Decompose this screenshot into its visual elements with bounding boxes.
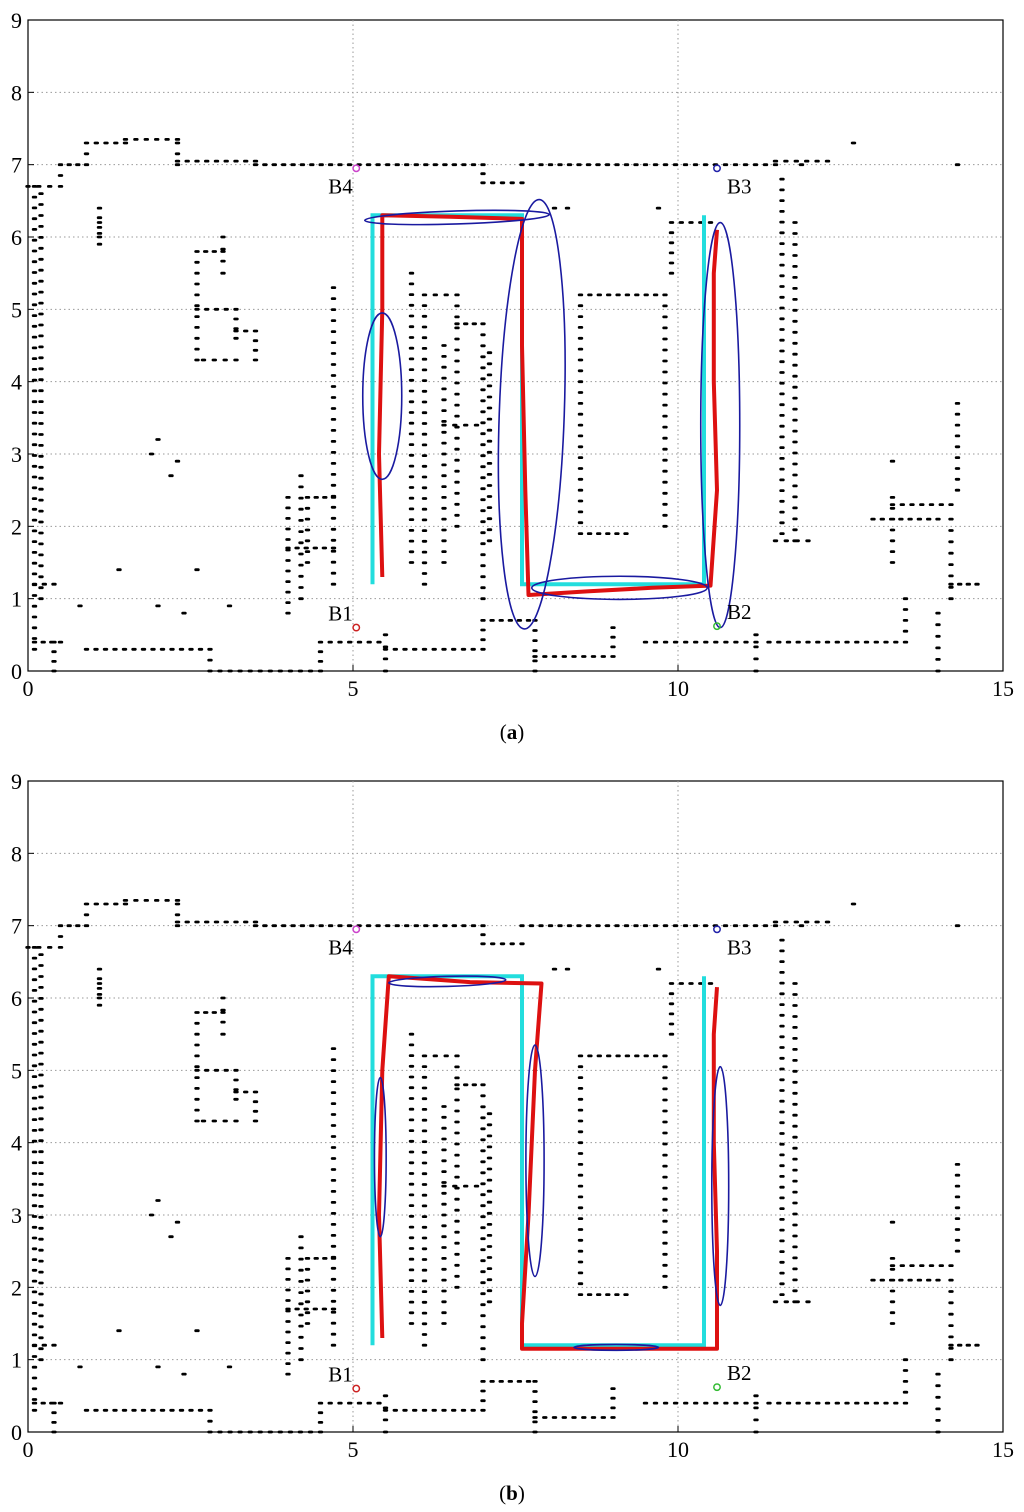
plot-area bbox=[27, 19, 1004, 672]
y-tick-label: 5 bbox=[11, 297, 22, 322]
panel-b-chart: 0 5 10 15 0 1 2 3 4 5 6 7 8 9 B1 B2 B3 B4 bbox=[11, 769, 1014, 1462]
obstacle-map-points bbox=[25, 138, 980, 673]
y-tick-label: 7 bbox=[11, 914, 22, 939]
beacon-b4-label: B4 bbox=[328, 935, 353, 959]
reference-path bbox=[370, 974, 706, 1348]
panel-a-chart: 0 5 10 15 0 1 2 3 4 5 6 7 8 9 B1 B2 B3 B4 bbox=[11, 8, 1014, 701]
x-tick-label: 5 bbox=[348, 676, 359, 701]
estimated-path bbox=[377, 213, 719, 597]
caption-a-letter: a bbox=[507, 720, 518, 744]
y-tick-label: 2 bbox=[11, 514, 22, 539]
uncertainty-ellipse bbox=[530, 575, 709, 601]
x-tick-label: 10 bbox=[667, 1437, 689, 1462]
y-tick-label: 6 bbox=[11, 225, 22, 250]
beacon-b1-marker bbox=[352, 623, 361, 632]
beacon-b4-marker bbox=[352, 164, 361, 173]
y-tick-label: 9 bbox=[11, 769, 22, 794]
uncertainty-ellipse bbox=[710, 1065, 730, 1307]
beacon-b1-label: B1 bbox=[328, 1363, 353, 1387]
y-tick-label: 8 bbox=[11, 841, 22, 866]
estimated-path bbox=[377, 974, 719, 1351]
beacon-b3-label: B3 bbox=[727, 174, 752, 198]
uncertainty-ellipse bbox=[361, 312, 403, 481]
y-tick-label: 3 bbox=[11, 442, 22, 467]
y-tick-label: 5 bbox=[11, 1058, 22, 1083]
caption-b: (b) bbox=[499, 1481, 525, 1505]
caption-b-letter: b bbox=[506, 1481, 518, 1505]
y-tick-label: 2 bbox=[11, 1275, 22, 1300]
x-tick-label: 10 bbox=[667, 676, 689, 701]
beacon-b3-label: B3 bbox=[727, 935, 752, 959]
y-tick-label: 6 bbox=[11, 986, 22, 1011]
beacon-b2-marker bbox=[713, 1383, 721, 1392]
y-tick-label: 4 bbox=[11, 370, 22, 395]
beacon-b2-marker bbox=[713, 622, 721, 631]
y-tick-label: 1 bbox=[11, 1348, 22, 1373]
y-tick-label: 1 bbox=[11, 587, 22, 612]
caption-a: (a) bbox=[500, 720, 525, 744]
uncertainty-ellipse bbox=[387, 975, 507, 988]
y-tick-label: 8 bbox=[11, 80, 22, 105]
x-tick-label: 15 bbox=[992, 676, 1014, 701]
obstacle-map-points bbox=[25, 899, 980, 1434]
uncertainty-ellipse bbox=[573, 1343, 660, 1352]
beacon-b4-marker bbox=[352, 925, 361, 934]
beacon-b3-marker bbox=[713, 925, 721, 934]
beacon-b1-marker bbox=[352, 1384, 361, 1393]
plot-area bbox=[27, 780, 1004, 1433]
y-tick-label: 7 bbox=[11, 153, 22, 178]
beacon-b1-label: B1 bbox=[328, 602, 353, 626]
y-tick-label: 9 bbox=[11, 8, 22, 33]
x-tick-label: 15 bbox=[992, 1437, 1014, 1462]
beacon-b3-marker bbox=[713, 164, 721, 173]
beacon-b2-label: B2 bbox=[727, 1361, 752, 1385]
gridlines bbox=[28, 20, 1003, 671]
x-tick-label: 0 bbox=[23, 676, 34, 701]
beacon-b4-label: B4 bbox=[328, 174, 353, 198]
uncertainty-ellipse bbox=[363, 209, 551, 226]
uncertainty-ellipse bbox=[525, 1044, 545, 1278]
x-tick-label: 0 bbox=[23, 1437, 34, 1462]
y-tick-label: 4 bbox=[11, 1131, 22, 1156]
uncertainty-ellipse bbox=[497, 198, 566, 630]
y-tick-label: 3 bbox=[11, 1203, 22, 1228]
y-tick-label: 0 bbox=[11, 1420, 22, 1445]
y-tick-label: 0 bbox=[11, 659, 22, 684]
gridlines bbox=[28, 781, 1003, 1432]
x-tick-label: 5 bbox=[348, 1437, 359, 1462]
beacon-b2-label: B2 bbox=[727, 600, 752, 624]
uncertainty-ellipse bbox=[373, 1076, 387, 1238]
